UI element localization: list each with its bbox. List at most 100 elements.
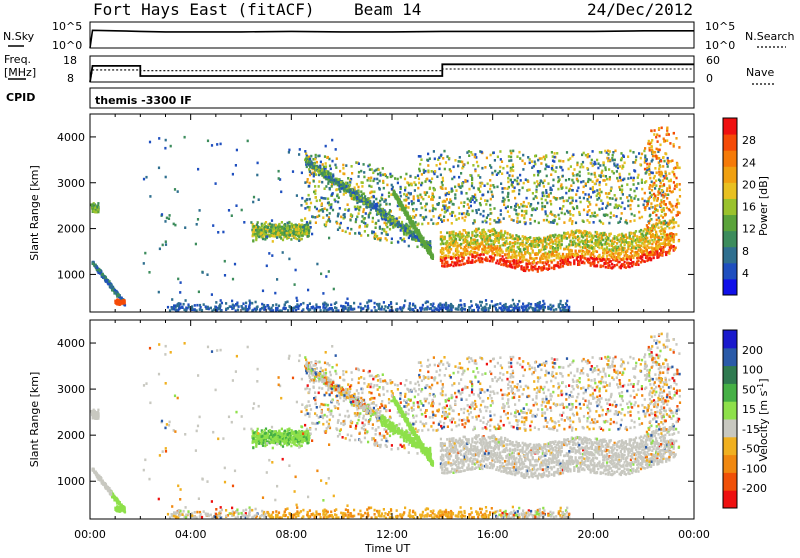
power-cell (524, 162, 526, 165)
power-cell (642, 234, 644, 237)
power-cell (611, 197, 613, 200)
power-cell (497, 156, 499, 159)
power-cell (560, 166, 562, 169)
power-cell (590, 263, 592, 266)
power-cell (389, 203, 391, 206)
power-cell (397, 226, 399, 229)
power-cell (594, 183, 596, 186)
power-cell (640, 245, 642, 248)
power-cell (375, 222, 377, 225)
power-cell (626, 222, 628, 225)
power-cell (334, 199, 336, 202)
power-cell (635, 247, 637, 250)
power-cell (665, 254, 667, 257)
power-cell (314, 192, 316, 195)
power-cell (561, 243, 563, 246)
power-cell (260, 233, 262, 236)
power-cell (440, 186, 442, 189)
power-cell (566, 210, 568, 213)
power-cell (637, 176, 639, 179)
power-cell (605, 233, 607, 236)
nave-tick-high: 60 (706, 54, 720, 67)
power-cell (633, 197, 635, 200)
power-cell (386, 226, 388, 229)
power-cell (562, 265, 564, 268)
power-cell (604, 166, 606, 169)
power-cell (377, 173, 379, 176)
power-cell (631, 213, 633, 216)
power-cell (588, 178, 590, 181)
power-cell (461, 167, 463, 170)
power-cell (443, 206, 445, 209)
power-cell (401, 209, 403, 212)
power-cell (651, 160, 653, 163)
power-cell (289, 234, 291, 237)
power-cell (342, 184, 344, 187)
power-cell (426, 159, 428, 162)
power-cell (499, 245, 501, 248)
power-cell (472, 164, 474, 167)
power-cell (406, 217, 408, 220)
power-cell (287, 227, 289, 230)
power-cell (626, 196, 628, 199)
power-cell (482, 194, 484, 197)
power-cell (572, 189, 574, 192)
power-cell (602, 239, 604, 242)
power-cell (503, 234, 505, 237)
power-cell (542, 257, 544, 260)
power-cell (578, 263, 580, 266)
power-cell (537, 261, 539, 264)
power-cell (369, 168, 371, 171)
power-cell (635, 156, 637, 159)
power-cell (439, 214, 441, 217)
power-cell (557, 249, 559, 252)
power-cell (598, 184, 600, 187)
power-cell (429, 210, 431, 213)
power-cell (432, 210, 434, 213)
power-cell (555, 166, 557, 169)
power-cell (545, 199, 547, 202)
power-cell (518, 151, 520, 154)
power-cell (409, 175, 411, 178)
power-cell (667, 165, 669, 168)
power-cell (363, 208, 365, 211)
power-cell (406, 225, 408, 228)
power-cell (412, 216, 414, 219)
power-cell (389, 228, 391, 231)
power-cell (604, 150, 606, 153)
power-cell (607, 251, 609, 254)
power-cell (596, 180, 598, 183)
power-cell (545, 164, 547, 167)
power-cell (502, 200, 504, 203)
power-cell (596, 264, 598, 267)
power-cell (521, 210, 523, 213)
power-cell (353, 198, 355, 201)
power-cell (473, 219, 475, 222)
power-cell (361, 185, 363, 188)
power-cell (542, 262, 544, 265)
power-cell (522, 154, 524, 157)
power-cell (641, 181, 643, 184)
power-cell (498, 234, 500, 237)
power-cell (626, 183, 628, 186)
power-cell (588, 172, 590, 175)
power-cell (621, 185, 623, 188)
power-cell (622, 193, 624, 196)
power-cell (548, 194, 550, 197)
power-cell (549, 188, 551, 191)
power-cell (513, 190, 515, 193)
power-cell (534, 265, 536, 268)
power-cell (474, 201, 476, 204)
power-cell (556, 152, 558, 155)
power-cell (527, 266, 529, 269)
power-cell (359, 232, 361, 235)
power-cell (480, 213, 482, 216)
power-cell (370, 185, 372, 188)
power-cell (479, 202, 481, 205)
power-cell (298, 236, 300, 239)
power-cell (584, 193, 586, 196)
power-cell (522, 260, 524, 263)
power-cell (511, 184, 513, 187)
power-cell (358, 175, 360, 178)
